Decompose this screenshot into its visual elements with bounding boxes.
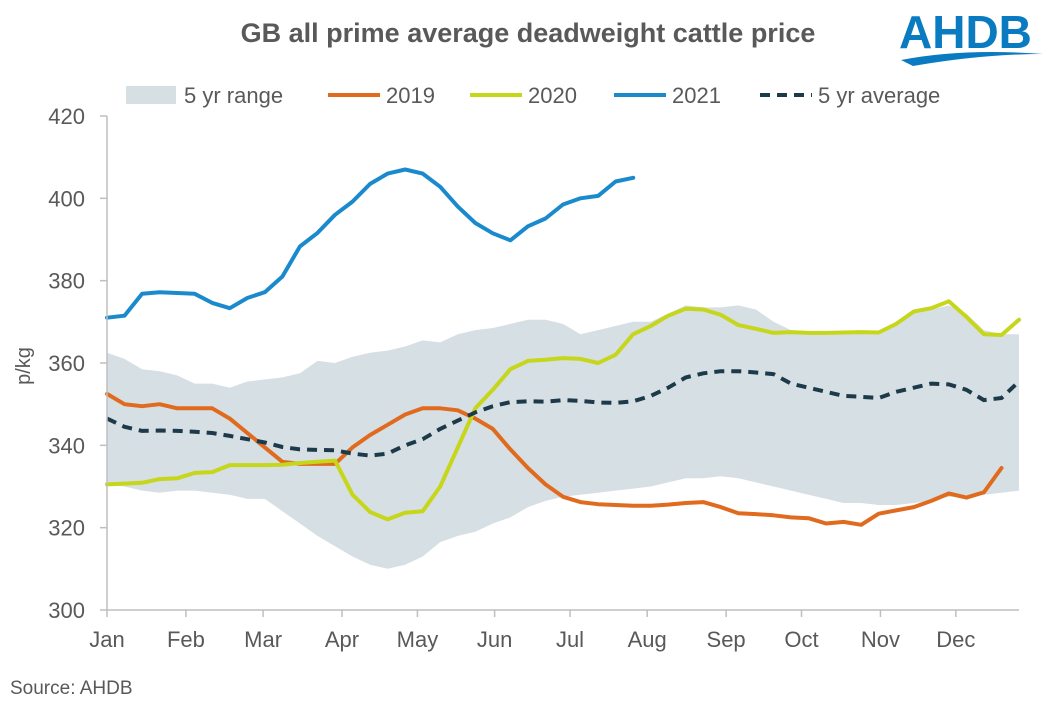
chart-title: GB all prime average deadweight cattle p…	[240, 18, 816, 48]
series-line-2019	[105, 391, 1004, 527]
y-axis-title: p/kg	[13, 347, 35, 385]
x-tick-label: Oct	[784, 627, 818, 652]
series-line-2021	[105, 167, 636, 320]
x-tick-label: Jan	[89, 627, 124, 652]
legend: 5 yr range 2019 2020 2021 5 yr average	[126, 83, 940, 108]
ahdb-logo-graphic: AHDB	[899, 6, 1043, 66]
series-line-5-yr-average	[106, 369, 1021, 458]
series-line-2020	[105, 299, 1021, 522]
y-tick-label: 300	[48, 598, 85, 623]
x-tick-label: Jun	[477, 627, 512, 652]
legend-label-2020: 2020	[528, 83, 577, 108]
x-tick-label: Dec	[936, 627, 975, 652]
axes: 300 320 340 360 380 400 420 Jan Feb Mar Apr May Jun J…	[13, 104, 1019, 652]
x-tick-label: Nov	[861, 627, 900, 652]
ahdb-logo-swoosh	[901, 52, 1043, 66]
x-tick-label: May	[397, 627, 439, 652]
x-tick-label: Apr	[325, 627, 359, 652]
legend-label-5-yr-average: 5 yr average	[818, 83, 940, 108]
x-tick-label: Feb	[167, 627, 205, 652]
x-tick-label: Aug	[628, 627, 667, 652]
legend-swatch-5yr-range	[126, 86, 176, 104]
y-tick-label: 420	[48, 104, 85, 129]
legend-label-2019: 2019	[386, 83, 435, 108]
legend-label-5yr-range: 5 yr range	[184, 83, 283, 108]
y-tick-label: 320	[48, 516, 85, 541]
x-tick-label: Sep	[707, 627, 746, 652]
plot-area	[105, 167, 1021, 569]
y-tick-label: 360	[48, 351, 85, 376]
legend-label-2021: 2021	[672, 83, 721, 108]
range-band-5yr	[107, 305, 1019, 569]
x-tick-label: Jul	[556, 627, 584, 652]
ahdb-logo: AHDB	[893, 4, 1053, 74]
source-note: Source: AHDB	[10, 678, 133, 699]
x-tick-label: Mar	[244, 627, 282, 652]
ahdb-logo-text: AHDB	[899, 6, 1032, 58]
y-tick-label: 380	[48, 269, 85, 294]
y-tick-label: 340	[48, 433, 85, 458]
y-tick-label: 400	[48, 186, 85, 211]
